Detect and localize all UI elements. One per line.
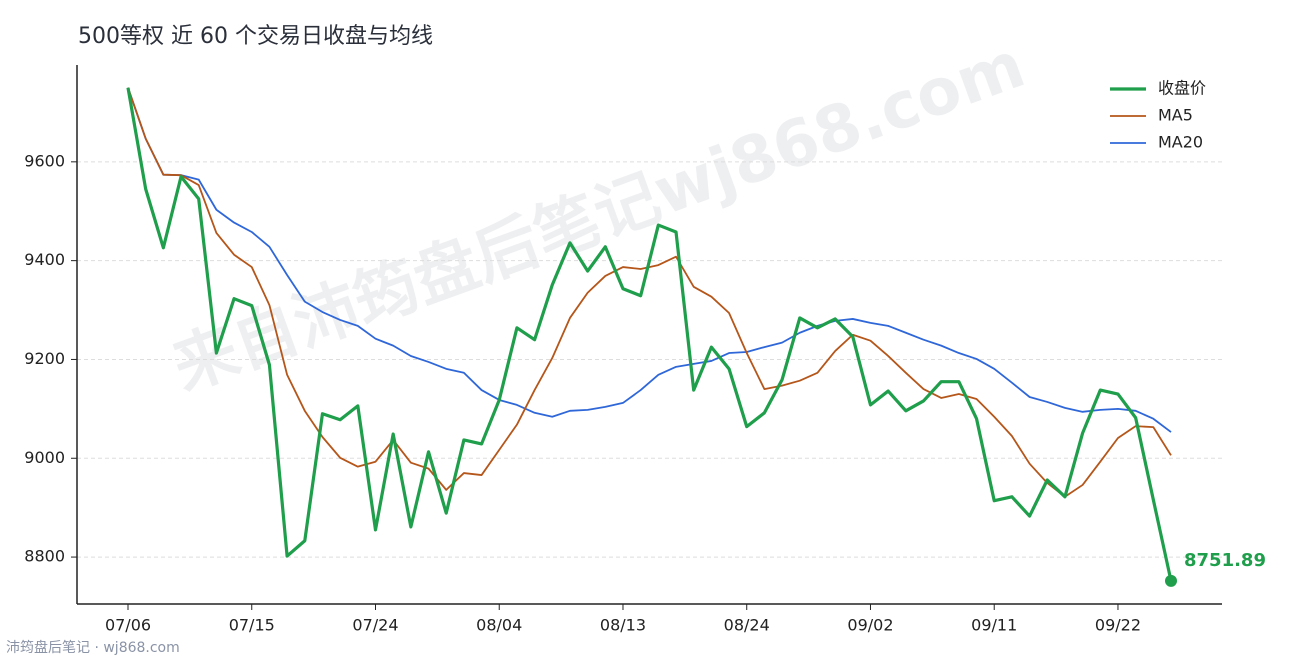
- x-tick-label: 09/11: [971, 616, 1017, 635]
- legend-label: MA20: [1158, 133, 1203, 152]
- last-value-label: 8751.89: [1184, 550, 1266, 571]
- x-tick-label: 07/06: [105, 616, 151, 635]
- x-tick-label: 09/22: [1095, 616, 1141, 635]
- x-tick-label: 07/15: [229, 616, 275, 635]
- y-tick-label: 9600: [24, 151, 65, 170]
- y-tick-label: 8800: [24, 547, 65, 566]
- x-tick-label: 07/24: [352, 616, 398, 635]
- y-tick-label: 9400: [24, 250, 65, 269]
- legend-label: 收盘价: [1158, 79, 1206, 98]
- footer: 沛筠盘后笔记 · wj868.com: [6, 639, 180, 656]
- chart-title: 500等权 近 60 个交易日收盘与均线: [78, 24, 433, 49]
- last-point: [1165, 574, 1177, 587]
- x-tick-label: 08/13: [600, 616, 646, 635]
- y-tick-label: 9000: [24, 448, 65, 467]
- watermark: 来自沛筠盘后笔记wj868.com: [164, 28, 1035, 405]
- legend-label: MA5: [1158, 106, 1193, 125]
- y-tick-label: 9200: [24, 349, 65, 368]
- x-tick-label: 08/04: [476, 616, 522, 635]
- x-tick-label: 09/02: [847, 616, 893, 635]
- series-line: [127, 87, 1172, 498]
- series-line: [127, 87, 1172, 433]
- x-tick-label: 08/24: [724, 616, 770, 635]
- series-line: [126, 87, 1173, 582]
